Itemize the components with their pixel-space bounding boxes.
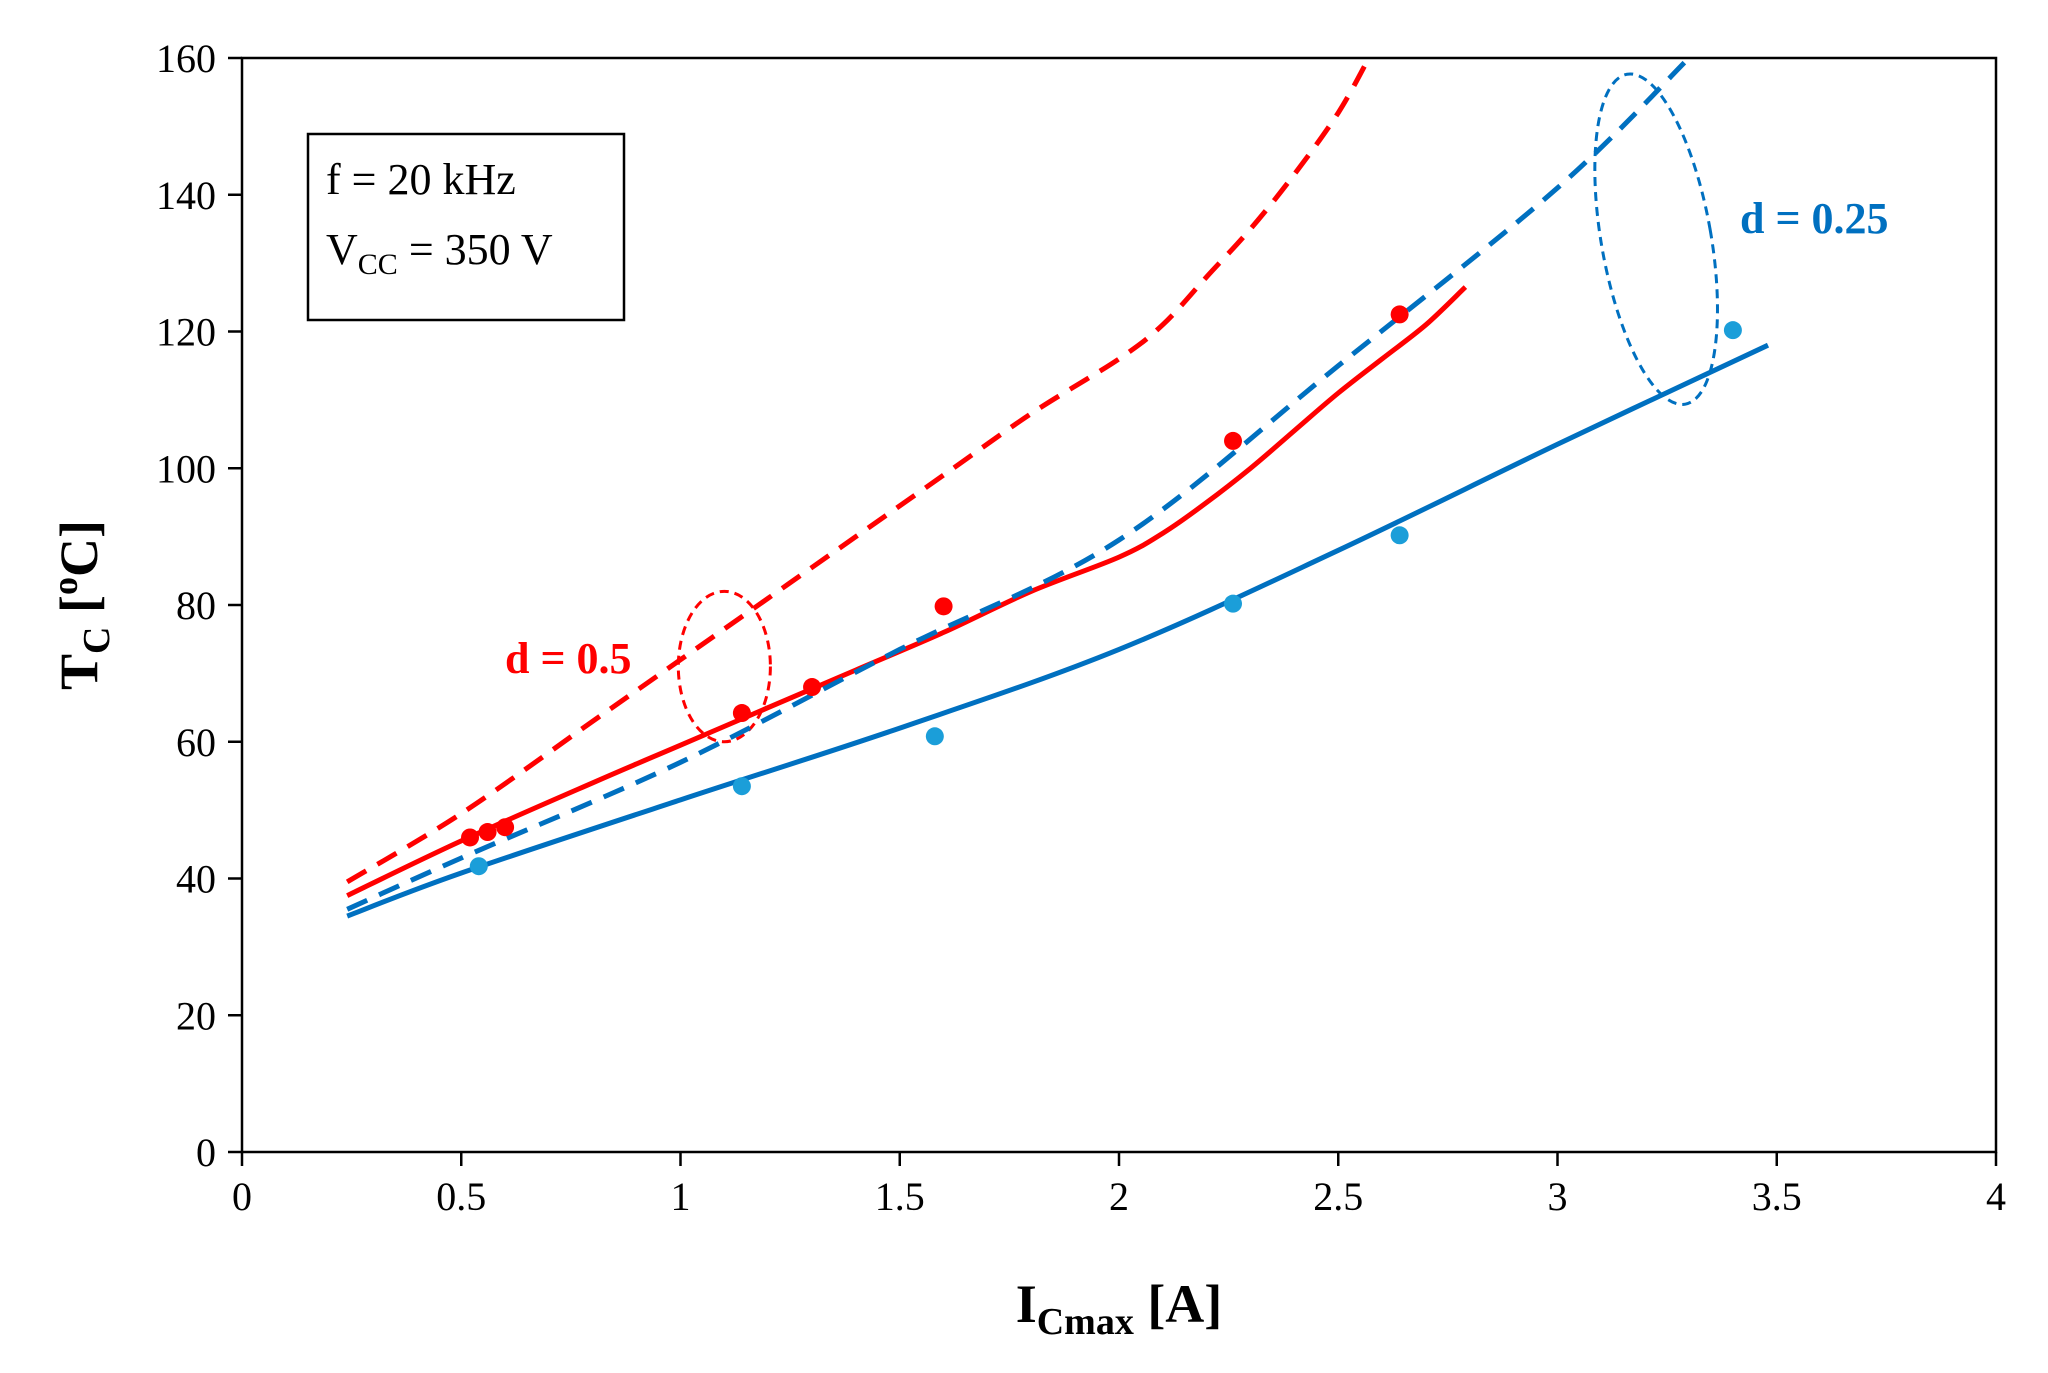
series-line-2 [346, 342, 1770, 919]
data-point-1-4 [1390, 526, 1409, 545]
y-axis-title-main: T [49, 654, 109, 690]
x-tick-label-4: 2 [1109, 1174, 1129, 1219]
y-tick-label-3: 60 [176, 720, 216, 765]
condition-voltage-rest: = 350 V [398, 225, 553, 274]
label-d-0.5: d = 0.5 [505, 634, 632, 683]
series-line-0 [346, 285, 1468, 898]
series-line-1 [345, 56, 1372, 885]
data-point-0-4 [803, 678, 822, 697]
y-axis-title-sup: o [45, 577, 85, 595]
y-tick-label-6: 120 [156, 310, 216, 355]
data-point-1-3 [1224, 594, 1243, 613]
group-ellipse-1 [1593, 72, 1719, 406]
y-axis-title-sub: C [76, 626, 118, 653]
x-tick-label-7: 3.5 [1752, 1174, 1802, 1219]
x-tick-label-3: 1.5 [875, 1174, 925, 1219]
data-point-0-0 [461, 828, 480, 847]
label-d-0.25: d = 0.25 [1740, 194, 1889, 243]
condition-box: f = 20 kHz VCC = 350 V [306, 132, 626, 322]
data-point-1-1 [732, 777, 751, 796]
x-axis-title: ICmax [A] [1016, 1274, 1223, 1343]
series-line-3 [346, 56, 1691, 912]
condition-box-frame [306, 132, 626, 322]
condition-frequency: f = 20 kHz [326, 155, 516, 204]
condition-voltage-sub: CC [358, 248, 398, 281]
y-axis-ticks: 0 20 40 60 80 100 120 140 160 [156, 36, 242, 1175]
y-tick-label-7: 140 [156, 173, 216, 218]
x-tick-label-1: 0.5 [436, 1174, 486, 1219]
x-axis-title-main: I [1016, 1274, 1037, 1334]
y-axis-title: TC [oC] [45, 520, 118, 690]
x-tick-label-0: 0 [232, 1174, 252, 1219]
y-axis-title-unit-close: C] [49, 520, 109, 577]
x-axis-title-sub: Cmax [1037, 1301, 1134, 1343]
y-axis-title-unit-open: [ [49, 595, 109, 626]
data-point-0-2 [496, 818, 515, 837]
x-axis-ticks: 0 0.5 1 1.5 2 2.5 3 3.5 4 [232, 1152, 2006, 1219]
data-point-1-5 [1723, 321, 1742, 340]
data-point-0-1 [478, 823, 497, 842]
y-tick-label-2: 40 [176, 857, 216, 902]
data-point-0-5 [934, 597, 953, 616]
x-tick-label-5: 2.5 [1313, 1174, 1363, 1219]
data-point-0-6 [1224, 431, 1243, 450]
y-tick-label-1: 20 [176, 993, 216, 1038]
y-tick-label-5: 100 [156, 446, 216, 491]
x-tick-label-2: 1 [671, 1174, 691, 1219]
x-tick-label-8: 4 [1986, 1174, 2006, 1219]
plot-marks [345, 56, 1770, 919]
x-tick-label-6: 3 [1548, 1174, 1568, 1219]
y-tick-label-0: 0 [196, 1130, 216, 1175]
data-point-0-3 [732, 704, 751, 723]
x-axis-title-unit: [A] [1134, 1274, 1222, 1334]
y-tick-label-8: 160 [156, 36, 216, 81]
group-ellipse-0 [676, 589, 772, 744]
condition-voltage-main: V [326, 225, 358, 274]
y-tick-label-4: 80 [176, 583, 216, 628]
data-point-1-0 [469, 857, 488, 876]
data-point-0-7 [1390, 305, 1409, 324]
condition-voltage: VCC = 350 V [326, 225, 553, 281]
data-point-1-2 [925, 727, 944, 746]
